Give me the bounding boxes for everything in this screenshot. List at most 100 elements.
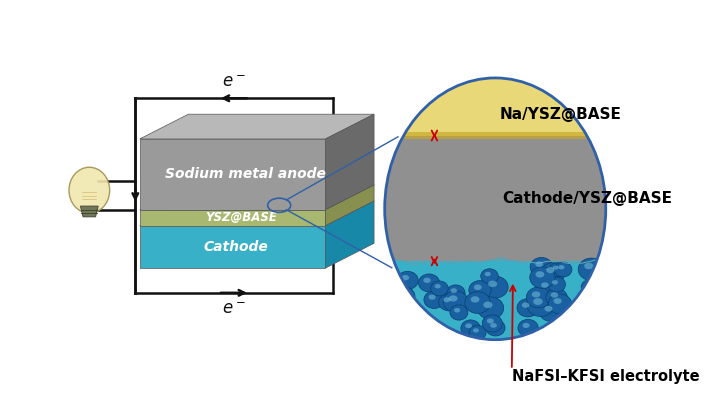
Text: YSZ@BASE: YSZ@BASE <box>205 211 277 224</box>
Polygon shape <box>81 206 98 217</box>
Ellipse shape <box>469 325 486 340</box>
Ellipse shape <box>382 295 404 314</box>
Bar <box>385 0 606 135</box>
Ellipse shape <box>522 303 530 308</box>
Ellipse shape <box>545 288 568 307</box>
Polygon shape <box>140 226 325 268</box>
Ellipse shape <box>385 78 606 340</box>
Ellipse shape <box>454 308 461 312</box>
Ellipse shape <box>532 291 540 297</box>
Ellipse shape <box>574 313 582 318</box>
Ellipse shape <box>526 287 551 308</box>
Ellipse shape <box>569 314 591 333</box>
Ellipse shape <box>517 299 538 317</box>
Text: Cathode/YSZ@BASE: Cathode/YSZ@BASE <box>502 191 672 206</box>
Ellipse shape <box>578 258 605 280</box>
Ellipse shape <box>474 284 482 290</box>
Text: Cathode: Cathode <box>204 240 269 254</box>
Ellipse shape <box>387 299 395 305</box>
Ellipse shape <box>424 278 431 283</box>
Ellipse shape <box>573 321 596 341</box>
Ellipse shape <box>450 305 468 320</box>
Ellipse shape <box>451 288 457 293</box>
Ellipse shape <box>585 283 591 287</box>
Ellipse shape <box>562 305 584 324</box>
Ellipse shape <box>553 266 559 270</box>
Ellipse shape <box>481 269 498 284</box>
Ellipse shape <box>578 325 586 331</box>
Ellipse shape <box>569 309 591 327</box>
Ellipse shape <box>465 292 491 313</box>
Ellipse shape <box>545 306 553 312</box>
Ellipse shape <box>577 308 600 327</box>
Ellipse shape <box>486 320 505 336</box>
Ellipse shape <box>391 286 415 306</box>
Bar <box>385 132 606 139</box>
Ellipse shape <box>558 265 565 270</box>
Ellipse shape <box>438 294 459 311</box>
Ellipse shape <box>553 298 562 304</box>
Polygon shape <box>325 114 374 210</box>
Ellipse shape <box>488 281 497 287</box>
Polygon shape <box>325 185 374 226</box>
Ellipse shape <box>401 275 409 280</box>
Ellipse shape <box>490 323 497 328</box>
Ellipse shape <box>424 291 444 308</box>
Ellipse shape <box>550 292 558 298</box>
Ellipse shape <box>582 312 590 317</box>
Ellipse shape <box>540 263 565 284</box>
Ellipse shape <box>539 302 563 321</box>
Ellipse shape <box>465 323 472 328</box>
Ellipse shape <box>448 295 458 302</box>
Polygon shape <box>140 185 374 210</box>
Ellipse shape <box>535 271 544 278</box>
Polygon shape <box>140 210 325 226</box>
Ellipse shape <box>429 295 436 300</box>
Ellipse shape <box>443 291 468 312</box>
Polygon shape <box>140 114 374 139</box>
Ellipse shape <box>518 319 538 337</box>
Ellipse shape <box>435 284 441 288</box>
Ellipse shape <box>574 318 582 324</box>
Ellipse shape <box>530 257 553 277</box>
Ellipse shape <box>483 301 493 308</box>
Ellipse shape <box>473 328 479 333</box>
Ellipse shape <box>581 280 597 294</box>
Text: $e^-$: $e^-$ <box>222 300 246 318</box>
Ellipse shape <box>471 296 480 303</box>
Ellipse shape <box>555 262 572 277</box>
Bar <box>385 261 606 340</box>
Ellipse shape <box>549 263 565 277</box>
Text: Na/YSZ@BASE: Na/YSZ@BASE <box>500 107 622 122</box>
Ellipse shape <box>546 267 555 273</box>
Ellipse shape <box>397 291 405 296</box>
Ellipse shape <box>443 297 451 302</box>
Text: $e^-$: $e^-$ <box>222 73 246 91</box>
Polygon shape <box>325 201 374 268</box>
Ellipse shape <box>69 167 110 213</box>
Ellipse shape <box>584 263 593 269</box>
Text: Sodium metal anode: Sodium metal anode <box>165 168 326 181</box>
Ellipse shape <box>548 277 565 292</box>
Ellipse shape <box>567 308 575 314</box>
Text: NaFSI–KFSI electrolyte: NaFSI–KFSI electrolyte <box>512 369 699 385</box>
Ellipse shape <box>530 267 555 288</box>
Ellipse shape <box>431 281 448 296</box>
Ellipse shape <box>523 323 530 328</box>
Ellipse shape <box>487 318 494 324</box>
Ellipse shape <box>482 276 508 298</box>
Ellipse shape <box>419 274 440 292</box>
Ellipse shape <box>469 281 491 300</box>
Ellipse shape <box>541 282 549 288</box>
Ellipse shape <box>535 261 543 267</box>
Ellipse shape <box>461 320 481 337</box>
Ellipse shape <box>485 272 491 276</box>
Polygon shape <box>140 139 325 210</box>
Ellipse shape <box>446 285 465 301</box>
Ellipse shape <box>533 298 543 305</box>
Ellipse shape <box>536 278 558 297</box>
Ellipse shape <box>397 271 419 289</box>
Ellipse shape <box>478 297 503 319</box>
Ellipse shape <box>552 280 558 285</box>
Polygon shape <box>140 201 374 226</box>
